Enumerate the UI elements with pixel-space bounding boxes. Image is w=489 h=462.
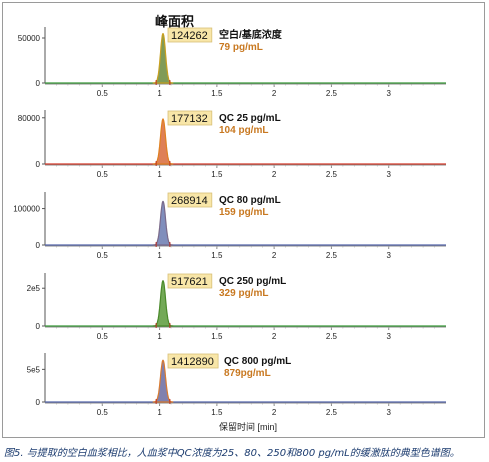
- peak-area: [152, 118, 174, 165]
- x-tick-label: 2: [272, 170, 277, 179]
- measured-concentration: 329 pg/mL: [219, 288, 268, 299]
- peak-area: [152, 200, 174, 246]
- measured-concentration: 159 pg/mL: [219, 207, 268, 218]
- x-tick-label: 1: [157, 170, 162, 179]
- x-tick-label: 2: [272, 251, 277, 260]
- x-axis-title: 保留时间 [min]: [219, 421, 277, 432]
- y-tick-label: 0: [36, 79, 41, 88]
- measured-concentration: 879pg/mL: [224, 368, 271, 379]
- x-tick-label: 2: [272, 332, 277, 341]
- x-tick-label: 1.5: [211, 251, 223, 260]
- x-tick-label: 1.5: [211, 332, 223, 341]
- peak-area-box: [167, 110, 213, 126]
- y-tick-label: 50000: [18, 34, 41, 43]
- x-tick-label: 1: [157, 332, 162, 341]
- x-tick-label: 0.5: [97, 170, 109, 179]
- x-tick-label: 1: [157, 89, 162, 98]
- x-tick-label: 0.5: [97, 408, 109, 417]
- peak-area-box: [167, 273, 213, 289]
- x-tick-label: 2.5: [326, 332, 338, 341]
- y-tick-label: 0: [36, 241, 41, 250]
- x-tick-label: 1: [157, 408, 162, 417]
- x-tick-label: 1.5: [211, 408, 223, 417]
- peak-area-box: [167, 27, 213, 43]
- sample-label: QC 250 pg/mL: [219, 276, 286, 287]
- peak-area-value: 268914: [171, 195, 208, 207]
- x-tick-label: 3: [386, 332, 391, 341]
- y-tick-label: 2e5: [27, 284, 41, 293]
- y-tick-label: 100000: [13, 205, 40, 214]
- peak-area-box: [167, 353, 219, 369]
- measured-concentration: 104 pg/mL: [219, 125, 268, 136]
- x-tick-label: 1.5: [211, 89, 223, 98]
- peak-area-value: 517621: [171, 276, 208, 288]
- x-tick-label: 1.5: [211, 170, 223, 179]
- figure-caption: 图5. 与提取的空白血浆相比，人血浆中QC浓度为25、80、250和800 pg…: [4, 448, 460, 459]
- x-tick-label: 2: [272, 89, 277, 98]
- x-tick-label: 2: [272, 408, 277, 417]
- y-tick-label: 80000: [18, 114, 41, 123]
- sample-label: QC 80 pg/mL: [219, 195, 281, 206]
- x-tick-label: 1: [157, 251, 162, 260]
- x-tick-label: 2.5: [326, 89, 338, 98]
- sample-label: QC 25 pg/mL: [219, 113, 281, 124]
- peak-area-value: 177132: [171, 113, 208, 125]
- x-tick-label: 0.5: [97, 251, 109, 260]
- figure-frame: [2, 2, 485, 438]
- y-tick-label: 0: [36, 160, 41, 169]
- x-tick-label: 2.5: [326, 170, 338, 179]
- x-tick-label: 3: [386, 251, 391, 260]
- y-tick-label: 0: [36, 322, 41, 331]
- sample-label: 空白/基底浓度: [219, 28, 283, 41]
- peak-area-header: 峰面积: [155, 15, 195, 30]
- x-tick-label: 3: [386, 170, 391, 179]
- x-tick-label: 3: [386, 408, 391, 417]
- y-tick-label: 5e5: [27, 365, 41, 374]
- peak-area-value: 1412890: [171, 356, 214, 368]
- y-tick-label: 0: [36, 398, 41, 407]
- peak-area-value: 124262: [171, 30, 208, 42]
- x-tick-label: 3: [386, 89, 391, 98]
- measured-concentration: 79 pg/mL: [219, 42, 263, 53]
- x-tick-label: 2.5: [326, 408, 338, 417]
- x-tick-label: 0.5: [97, 89, 109, 98]
- x-tick-label: 0.5: [97, 332, 109, 341]
- sample-label: QC 800 pg/mL: [224, 356, 291, 367]
- x-tick-label: 2.5: [326, 251, 338, 260]
- peak-area-box: [167, 192, 213, 208]
